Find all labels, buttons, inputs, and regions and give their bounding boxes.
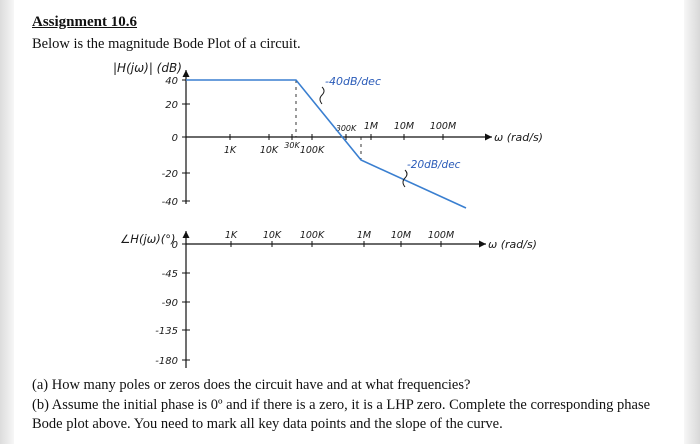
mag-x-tick-label: 10M <box>394 121 414 132</box>
magnitude-plot: |H(jω)| (dB) ω (rad/s) 40 20 0 -20 -40 1K 10K… <box>113 61 543 209</box>
phase-plot: ∠H(jω)(°) ω (rad/s) 0 -45 -90 -135 -180 1K 10… <box>120 230 537 368</box>
mag-x-tick-label: 1M <box>364 121 378 132</box>
slope-marker-2 <box>402 169 408 188</box>
magnitude-x-ticks: 1K 10K 30K 100K 300K 1M 10M 100M <box>224 121 456 156</box>
phase-x-ticks: 1K 10K 100K 1M 10M 100M <box>225 230 454 247</box>
phase-x-tick-label: 10M <box>391 230 411 241</box>
mag-y-tick-label: 0 <box>172 133 178 144</box>
question-b: (b) Assume the initial phase is 0º and i… <box>32 397 651 432</box>
mag-x-tick-label: 300K <box>336 124 357 133</box>
phase-y-ticks: 0 -45 -90 -135 -180 <box>155 240 190 367</box>
phase-x-tick-label: 10K <box>263 230 282 241</box>
phase-x-axis-label: ω (rad/s) <box>488 238 537 251</box>
phase-y-tick-label: -90 <box>162 298 178 309</box>
phase-y-tick-label: -180 <box>155 356 178 367</box>
mag-y-tick-label: 20 <box>165 100 178 111</box>
assignment-title: Assignment 10.6 <box>32 14 138 30</box>
mag-x-tick-label: 30K <box>284 141 300 150</box>
mag-x-tick-label: 10K <box>260 145 279 156</box>
phase-y-tick-label: -45 <box>162 269 178 280</box>
question-a: (a) How many poles or zeros does the cir… <box>32 377 471 393</box>
magnitude-curve <box>186 79 467 209</box>
phase-y-tick-label: -135 <box>155 326 178 337</box>
phase-x-tick-label: 1K <box>225 230 238 241</box>
mag-x-tick-label: 100M <box>430 121 456 132</box>
page-shadow-left <box>0 0 14 444</box>
magnitude-y-axis-label: |H(jω)| (dB) <box>113 61 182 75</box>
slope-label-20: -20dB/dec <box>407 159 461 171</box>
phase-x-tick-label: 1M <box>357 230 371 241</box>
intro-text: Below is the magnitude Bode Plot of a ci… <box>32 36 301 52</box>
phase-y-tick-label: 0 <box>172 240 178 251</box>
phase-y-axis-label: ∠H(jω)(°) <box>120 232 175 246</box>
phase-x-tick-label: 100K <box>300 230 325 241</box>
mag-y-tick-label: -40 <box>162 197 178 208</box>
phase-x-tick-label: 100M <box>428 230 454 241</box>
mag-y-tick-label: -20 <box>162 169 178 180</box>
mag-y-tick-label: 40 <box>165 76 178 87</box>
mag-x-tick-label: 100K <box>300 145 325 156</box>
mag-x-tick-label: 1K <box>224 145 237 156</box>
magnitude-x-axis-label: ω (rad/s) <box>494 131 543 144</box>
slope-marker-1 <box>319 86 325 105</box>
page-shadow-right <box>684 0 700 444</box>
slope-label-40: -40dB/dec <box>325 75 381 88</box>
